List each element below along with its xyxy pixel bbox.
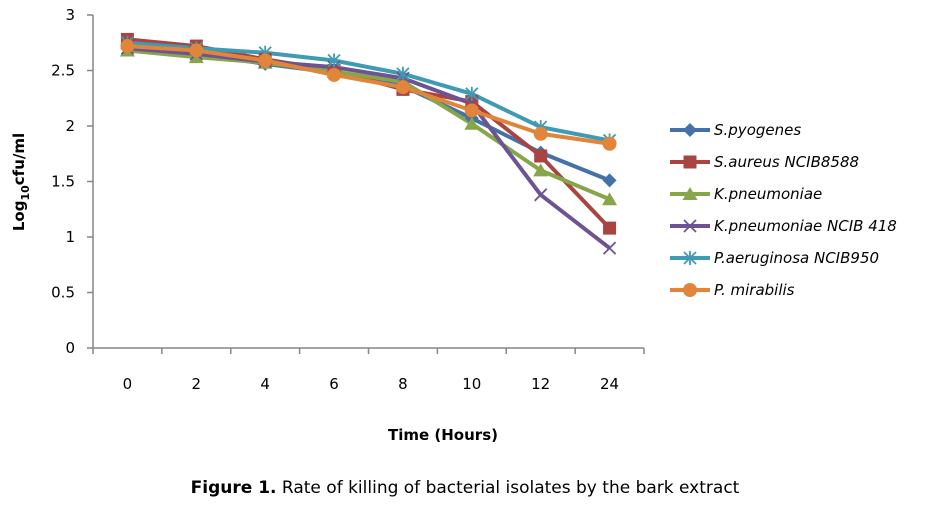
data-point	[327, 67, 342, 82]
marker-shape	[683, 123, 697, 137]
x-axis-title: Time (Hours)	[388, 426, 498, 444]
series-line-k-pneumoniae	[127, 48, 611, 202]
figure-caption: Figure 1. Rate of killing of bacterial i…	[0, 478, 930, 498]
y-axis-title-rest: cfu/ml	[10, 133, 28, 185]
legend-marker-square-icon	[683, 155, 697, 169]
y-tick-label: 0	[65, 339, 75, 357]
x-tick-label: 6	[329, 375, 339, 393]
axes	[87, 14, 645, 354]
series-line-k-pneumoniae-ncib-418	[127, 46, 611, 250]
y-tick-label: 0.5	[51, 284, 75, 302]
data-point	[603, 221, 617, 235]
y-tick-label: 1	[65, 228, 75, 246]
series-markers	[119, 32, 618, 255]
legend-marker-diamond-icon	[683, 123, 697, 137]
marker-shape	[534, 188, 548, 202]
x-tick-label: 0	[123, 375, 133, 393]
marker-shape	[464, 103, 479, 118]
x-tick-label: 4	[260, 375, 270, 393]
data-point	[533, 126, 548, 141]
legend-label: K.pneumoniae NCIB 418	[714, 217, 897, 235]
legend-label: K.pneumoniae	[714, 185, 822, 203]
legend-item-s-aureus-ncib8588: S.aureus NCIB8588	[670, 153, 859, 171]
legend-marker-star-icon	[683, 251, 697, 265]
marker-shape	[533, 126, 548, 141]
figure-caption-label: Figure 1.	[190, 478, 277, 498]
marker-shape	[395, 80, 410, 95]
marker-shape	[120, 39, 135, 54]
chart: 00.511.522.53 0 2 4 6 8 10 12 24 Time (Hours) L…	[10, 6, 897, 444]
y-tick-label: 1.5	[51, 173, 75, 191]
data-point	[533, 163, 549, 177]
marker-shape	[683, 155, 697, 169]
series-markers-s-pyogenes	[120, 41, 617, 188]
data-point	[120, 39, 135, 54]
legend-marker-circle-icon	[683, 283, 697, 297]
marker-shape	[189, 43, 204, 58]
marker-shape	[683, 283, 697, 297]
x-tick-label: 10	[462, 375, 481, 393]
legend-item-p-aeruginosa-ncib950: P.aeruginosa NCIB950	[670, 249, 879, 267]
legend-marker-triangle-icon	[682, 187, 698, 200]
series-line-p-mirabilis	[127, 44, 610, 146]
legend-item-k-pneumoniae-ncib-418: K.pneumoniae NCIB 418	[670, 217, 897, 235]
legend-marker-x-icon	[683, 219, 697, 233]
data-point	[534, 149, 548, 163]
data-point	[464, 103, 479, 118]
legend-item-k-pneumoniae: K.pneumoniae	[670, 185, 822, 203]
y-axis-title-main: Log	[10, 201, 28, 232]
legend-item-s-pyogenes: S.pyogenes	[670, 121, 801, 139]
data-point	[396, 66, 410, 81]
marker-shape	[602, 192, 618, 206]
x-tick-label: 2	[192, 375, 202, 393]
data-point	[258, 53, 273, 68]
data-point	[464, 116, 480, 130]
data-point	[534, 188, 548, 202]
legend: S.pyogenes S.aureus NCIB8588 K.pneumoniae K…	[670, 121, 897, 299]
marker-shape	[258, 53, 273, 68]
data-point	[189, 43, 204, 58]
marker-shape	[533, 163, 549, 177]
data-point	[465, 86, 479, 101]
data-point	[602, 173, 617, 188]
x-tick-label: 24	[600, 375, 619, 393]
legend-label: P.aeruginosa NCIB950	[714, 249, 879, 267]
legend-item-p-mirabilis: P. mirabilis	[670, 281, 795, 299]
data-point	[602, 136, 617, 151]
y-tick-labels: 0 0.5 1 1.5 2 2.5 3	[51, 6, 75, 357]
legend-label: S.pyogenes	[714, 121, 801, 139]
y-tick-label: 3	[65, 6, 75, 24]
data-point	[602, 192, 618, 206]
data-point	[327, 53, 341, 68]
y-tick-label: 2	[65, 117, 75, 135]
marker-shape	[327, 67, 342, 82]
series-line-p-aeruginosa-ncib950	[127, 40, 610, 143]
x-tick-label: 12	[531, 375, 550, 393]
y-axis-title-subscript: 10	[19, 185, 32, 201]
marker-shape	[464, 116, 480, 130]
x-tick-labels: 0 2 4 6 8 10 12 24	[123, 375, 619, 393]
marker-shape	[603, 221, 617, 235]
legend-label: P. mirabilis	[714, 281, 795, 299]
marker-shape	[602, 173, 617, 188]
legend-label: S.aureus NCIB8588	[714, 153, 859, 171]
series-lines	[127, 37, 612, 250]
data-point	[395, 80, 410, 95]
marker-shape	[682, 187, 698, 200]
series-markers-p-mirabilis	[120, 39, 617, 151]
marker-shape	[683, 219, 697, 233]
figure-caption-text: Rate of killing of bacterial isolates by…	[276, 478, 740, 498]
data-point	[602, 241, 617, 255]
x-tick-label: 8	[398, 375, 408, 393]
y-axis-title: Log10cfu/ml	[10, 133, 32, 231]
y-tick-label: 2.5	[51, 62, 75, 80]
marker-shape	[534, 149, 548, 163]
marker-shape	[602, 136, 617, 151]
marker-shape	[602, 241, 617, 255]
